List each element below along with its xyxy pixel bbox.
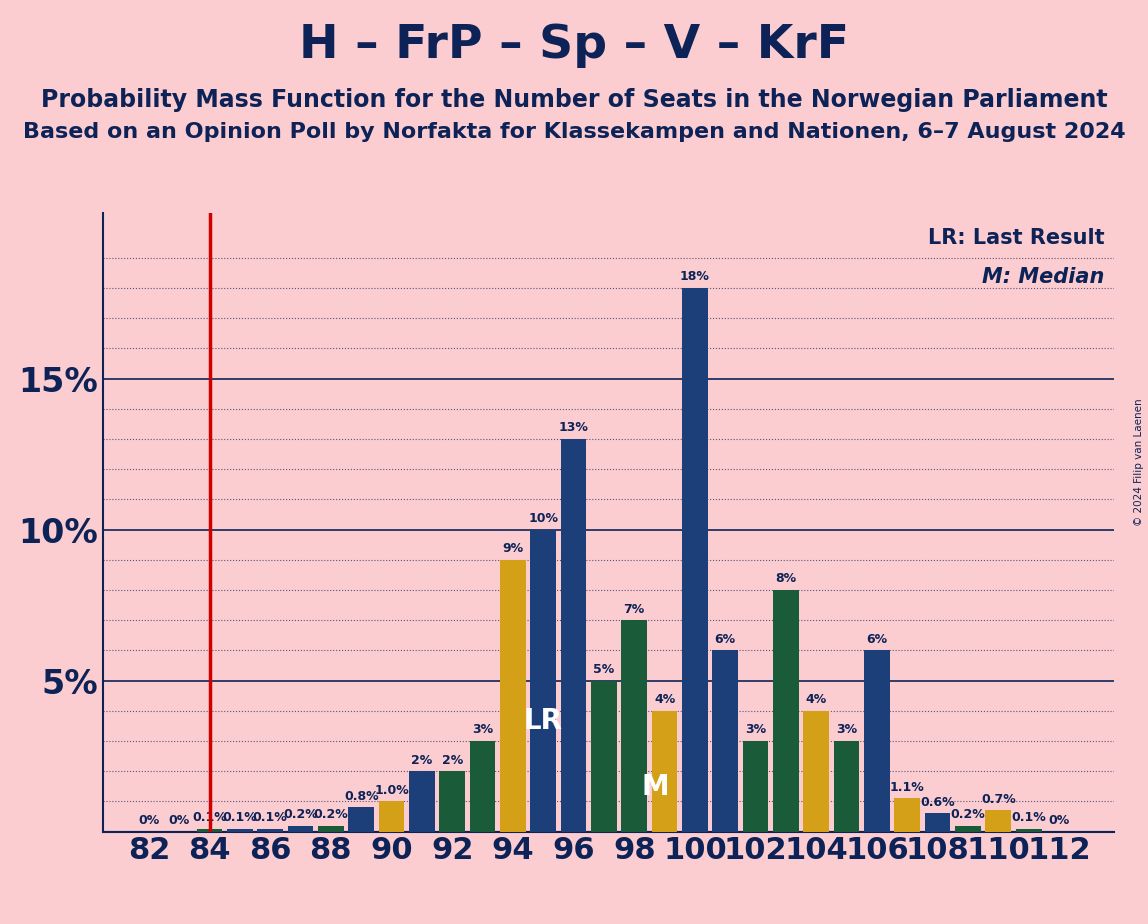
Text: 0.6%: 0.6% [921, 796, 955, 808]
Bar [682, 288, 708, 832]
Text: 6%: 6% [867, 633, 887, 646]
Text: 5%: 5% [594, 663, 614, 676]
Text: 0.1%: 0.1% [253, 811, 287, 824]
Bar [621, 620, 647, 832]
Text: LR: LR [523, 707, 563, 735]
Text: 1.1%: 1.1% [890, 781, 924, 794]
Text: 0%: 0% [1048, 814, 1070, 827]
Text: 0.1%: 0.1% [1011, 811, 1046, 824]
Text: 0.8%: 0.8% [344, 790, 379, 803]
Bar [318, 825, 343, 832]
Text: Probability Mass Function for the Number of Seats in the Norwegian Parliament: Probability Mass Function for the Number… [40, 88, 1108, 112]
Bar [743, 741, 768, 832]
Bar [379, 801, 404, 832]
Bar [288, 825, 313, 832]
Text: 0.1%: 0.1% [223, 811, 257, 824]
Bar [804, 711, 829, 832]
Bar [1016, 829, 1041, 832]
Bar [985, 810, 1011, 832]
Text: 2%: 2% [442, 754, 463, 767]
Bar [257, 829, 284, 832]
Text: 13%: 13% [559, 421, 589, 434]
Text: 0.1%: 0.1% [192, 811, 227, 824]
Bar [713, 650, 738, 832]
Bar [348, 808, 374, 832]
Text: 0.2%: 0.2% [951, 808, 985, 821]
Bar [501, 560, 526, 832]
Bar [409, 772, 435, 832]
Text: 8%: 8% [775, 573, 797, 586]
Text: 3%: 3% [836, 723, 858, 736]
Text: 2%: 2% [411, 754, 433, 767]
Bar [864, 650, 890, 832]
Text: 0.2%: 0.2% [284, 808, 318, 821]
Text: H – FrP – Sp – V – KrF: H – FrP – Sp – V – KrF [298, 23, 850, 68]
Text: 1.0%: 1.0% [374, 784, 409, 796]
Bar [652, 711, 677, 832]
Text: Based on an Opinion Poll by Norfakta for Klassekampen and Nationen, 6–7 August 2: Based on an Opinion Poll by Norfakta for… [23, 122, 1125, 142]
Text: 3%: 3% [745, 723, 766, 736]
Text: 0%: 0% [169, 814, 189, 827]
Text: 3%: 3% [472, 723, 494, 736]
Text: 6%: 6% [715, 633, 736, 646]
Text: LR: Last Result: LR: Last Result [928, 227, 1104, 248]
Text: M: M [642, 773, 669, 801]
Text: 0.2%: 0.2% [313, 808, 348, 821]
Bar [196, 829, 223, 832]
Text: 4%: 4% [654, 693, 675, 706]
Text: © 2024 Filip van Laenen: © 2024 Filip van Laenen [1134, 398, 1143, 526]
Text: 9%: 9% [503, 542, 523, 555]
Bar [470, 741, 496, 832]
Bar [773, 590, 799, 832]
Bar [894, 798, 921, 832]
Bar [924, 813, 951, 832]
Text: M: Median: M: Median [982, 267, 1104, 286]
Bar [591, 681, 616, 832]
Bar [440, 772, 465, 832]
Bar [560, 439, 587, 832]
Text: 18%: 18% [680, 271, 709, 284]
Bar [227, 829, 253, 832]
Bar [833, 741, 860, 832]
Bar [530, 529, 556, 832]
Bar [955, 825, 980, 832]
Text: 0%: 0% [138, 814, 160, 827]
Text: 4%: 4% [806, 693, 827, 706]
Text: 7%: 7% [623, 602, 645, 615]
Text: 0.7%: 0.7% [980, 793, 1016, 806]
Text: 10%: 10% [528, 512, 558, 525]
